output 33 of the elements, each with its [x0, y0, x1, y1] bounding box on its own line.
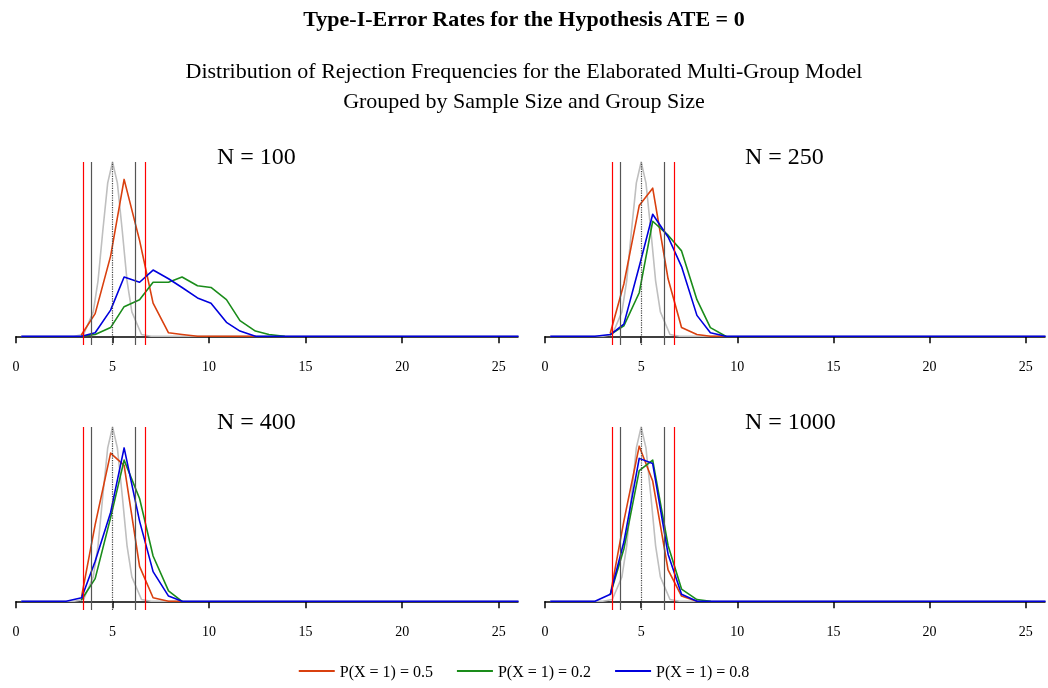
x-tick-label: 25: [491, 623, 506, 639]
x-tick-label: 25: [1018, 358, 1033, 374]
legend-label: P(X = 1) = 0.5: [339, 662, 433, 681]
x-tick-label: 0: [12, 358, 20, 374]
x-tick-label: 5: [109, 623, 117, 639]
x-tick-label: 15: [298, 358, 313, 374]
x-tick-label: 20: [395, 623, 410, 639]
x-tick-label: 10: [730, 358, 745, 374]
x-tick-label: 10: [202, 358, 217, 374]
x-tick-label: 15: [826, 358, 841, 374]
annotation: N = 400: [217, 408, 296, 434]
x-tick-label: 0: [541, 358, 549, 374]
x-tick-label: 15: [826, 623, 841, 639]
x-tick-label: 10: [202, 623, 217, 639]
legend-label: P(X = 1) = 0.2: [497, 662, 592, 681]
x-tick-label: 20: [395, 358, 410, 374]
x-tick-label: 0: [12, 623, 20, 639]
legend-label: P(X = 1) = 0.8: [656, 662, 750, 681]
x-tick-label: 25: [1018, 623, 1033, 639]
x-tick-label: 5: [637, 623, 645, 639]
x-tick-label: 0: [541, 623, 549, 639]
x-tick-label: 20: [922, 623, 937, 639]
x-tick-label: 25: [491, 358, 506, 374]
x-tick-label: 10: [730, 623, 745, 639]
annotation: N = 1000: [745, 408, 836, 434]
annotation: N = 250: [745, 143, 824, 169]
chart-title: Type-I-Error Rates for the Hypothesis ATE = 0: [302, 6, 746, 32]
annotation: N = 100: [217, 143, 296, 169]
x-tick-label: 20: [922, 358, 937, 374]
chart-subtitle: Distribution of Rejection Frequencies for the Elaborated Multi-Group Model Grouped by Sample Size and Group Size: [184, 57, 864, 115]
x-tick-label: 5: [637, 358, 645, 374]
x-tick-label: 15: [298, 623, 313, 639]
x-tick-label: 5: [109, 358, 117, 374]
